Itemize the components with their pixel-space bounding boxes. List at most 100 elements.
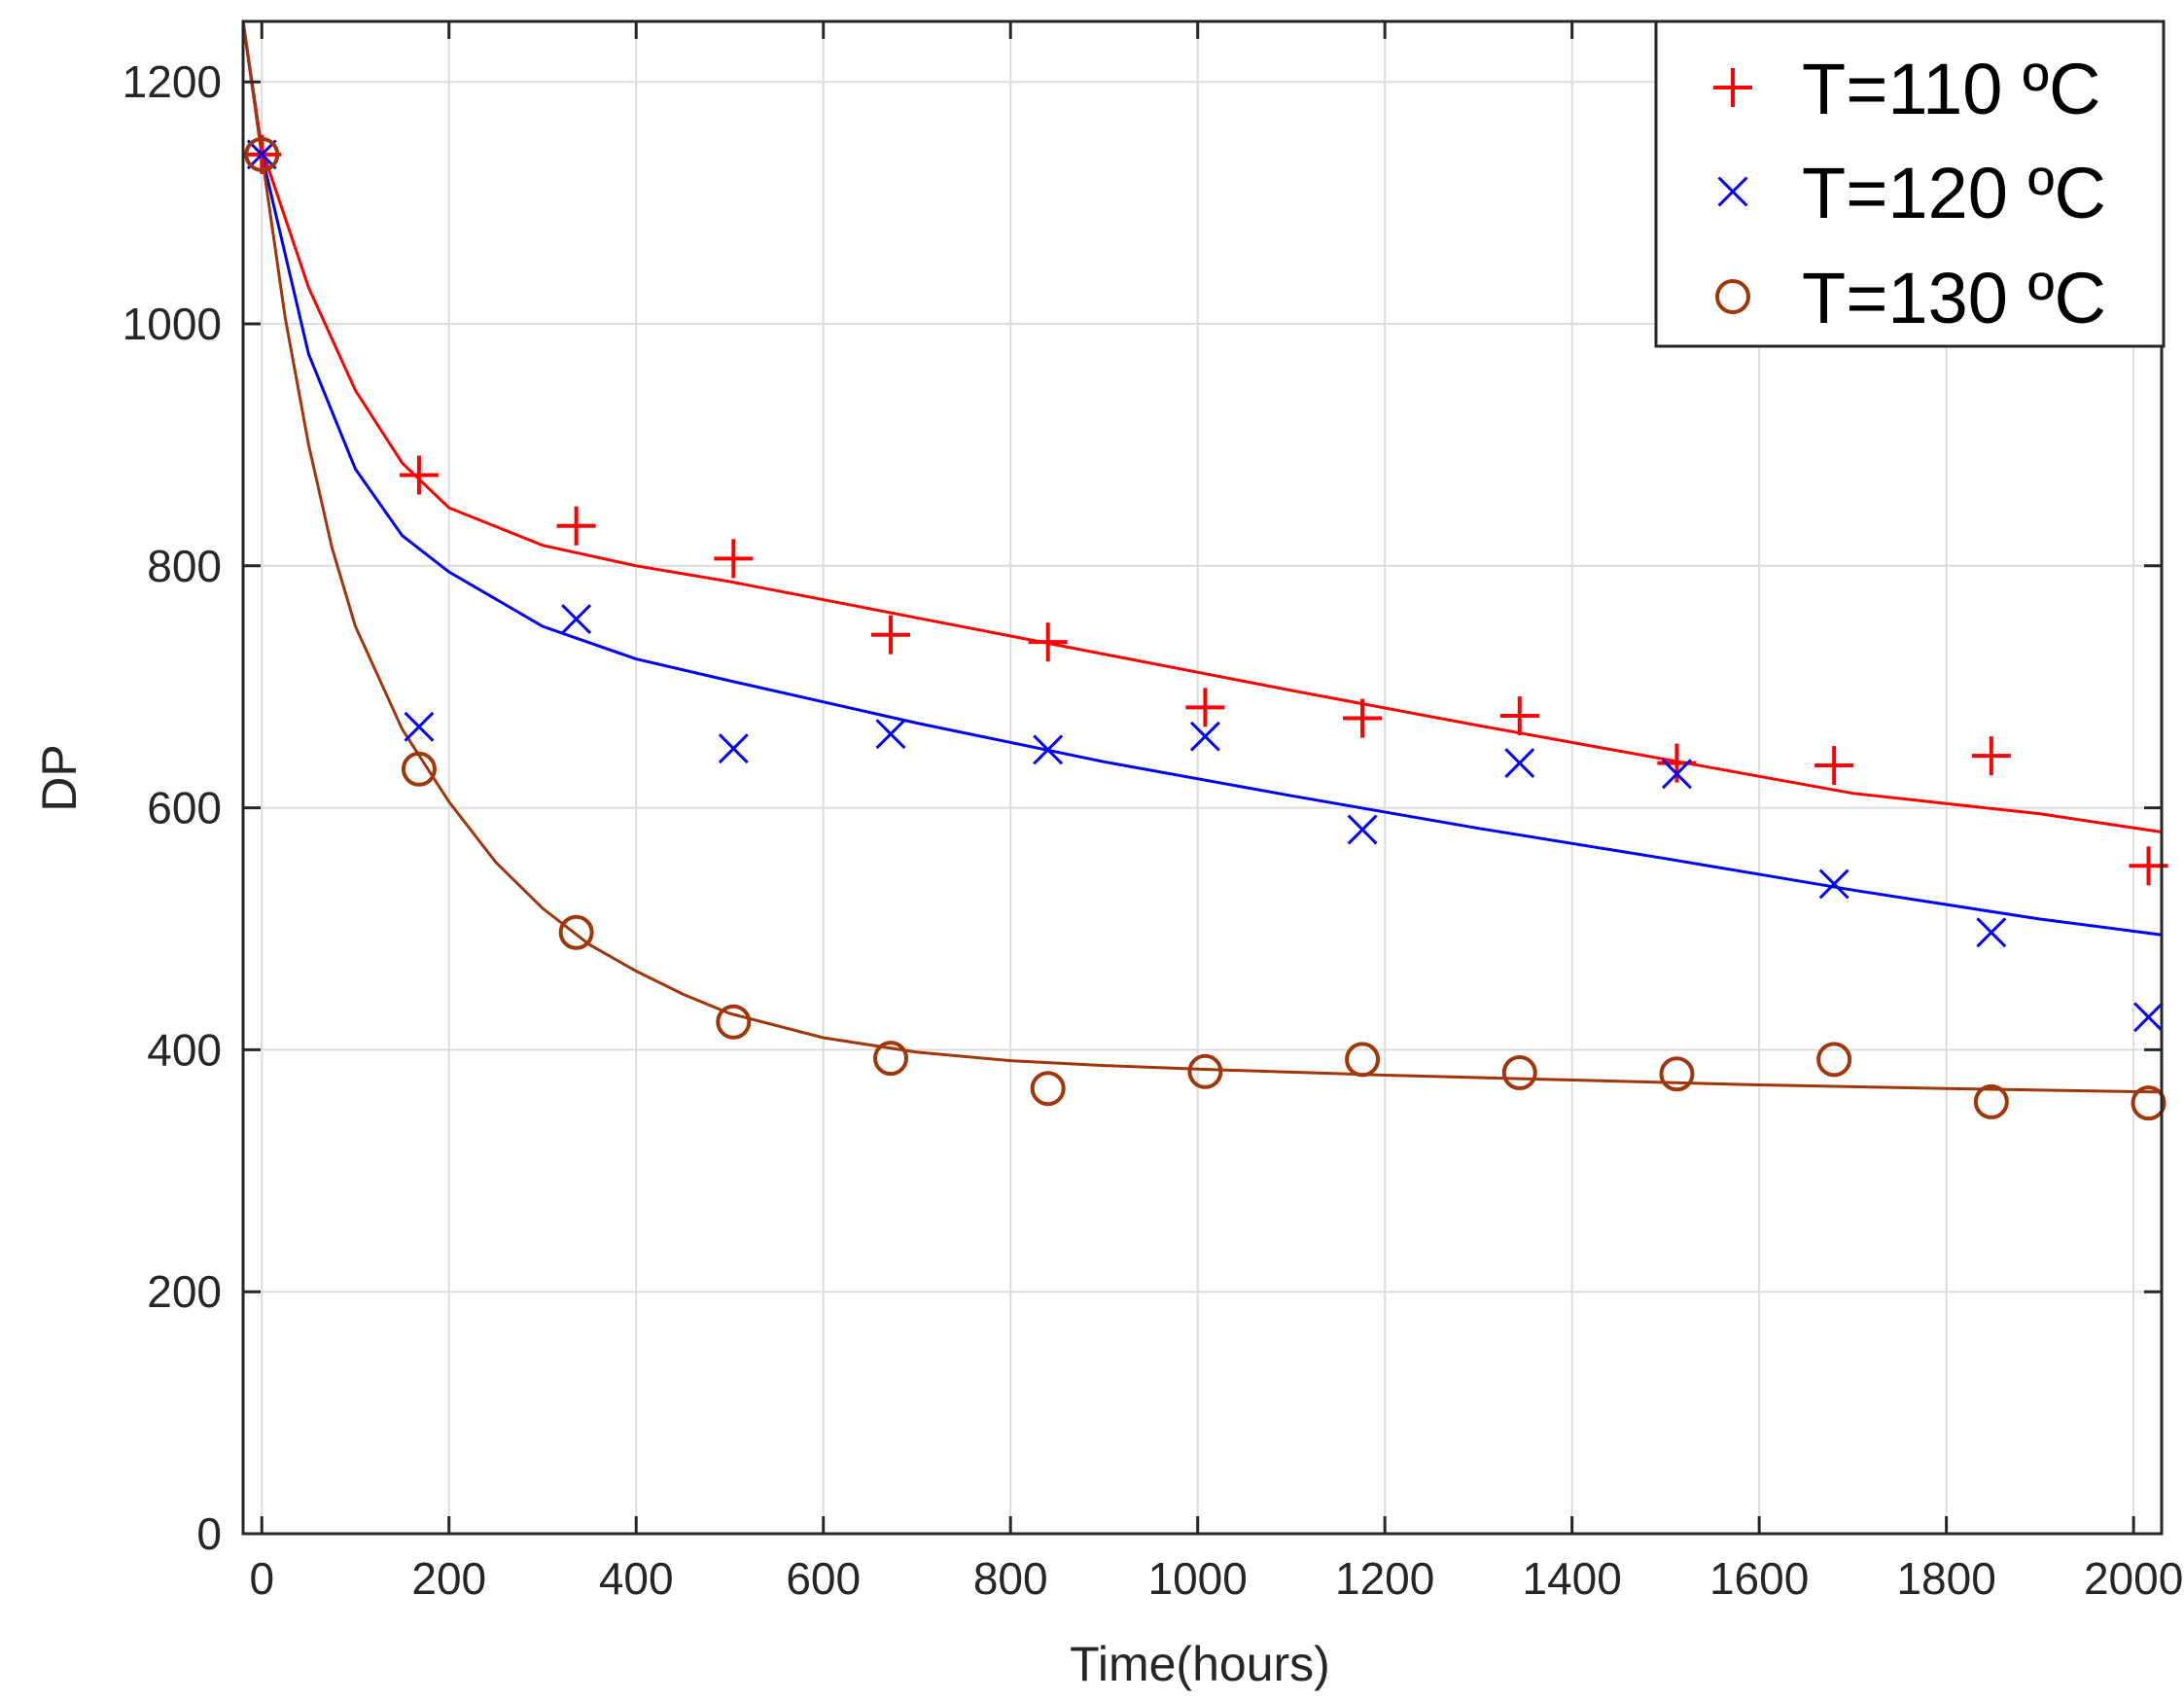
data-point-circle: [1816, 1042, 1852, 1078]
x-stroke-b: [1717, 176, 1748, 207]
legend-marker-circle: [1715, 279, 1750, 314]
circle-ring: [1030, 1071, 1066, 1107]
data-markers: [242, 134, 2168, 1121]
data-point-x: [404, 711, 435, 742]
x-tick-label: 800: [973, 1553, 1048, 1604]
circle-ring: [1715, 279, 1750, 314]
data-point-x: [561, 604, 592, 634]
data-point-circle: [716, 1004, 752, 1040]
y-tick-label: 1000: [123, 299, 222, 349]
data-point-x: [246, 139, 277, 170]
x-tick-label: 1800: [1896, 1553, 1995, 1604]
data-point-x: [718, 733, 749, 764]
x-tick-label: 200: [411, 1553, 486, 1604]
circle-ring: [1187, 1053, 1223, 1089]
x-stroke-b: [875, 719, 906, 750]
circle-ring: [716, 1004, 752, 1040]
y-axis-label: DP: [32, 744, 87, 811]
x-stroke-b: [1189, 721, 1220, 752]
circle-ring: [558, 914, 594, 950]
data-point-plus: [1814, 746, 1854, 786]
data-point-circle: [1501, 1055, 1537, 1091]
plot-frame: [241, 19, 2164, 1536]
fit-curves: [241, 20, 2163, 1094]
x-stroke-b: [1661, 759, 1692, 790]
circle-ring: [1345, 1042, 1381, 1078]
axis-ticks: 0 200 400 600 800 1000 1200 1400 1600 1800 2000 0 20…: [123, 21, 2183, 1604]
x-axis-label: Time(hours): [1070, 1637, 1330, 1691]
data-point-x: [1033, 734, 1064, 765]
data-point-plus: [714, 539, 754, 579]
data-point-x: [2133, 1002, 2164, 1033]
y-tick-label: 400: [147, 1024, 222, 1075]
x-stroke-b: [246, 139, 277, 170]
x-stroke-b: [1033, 734, 1064, 765]
data-point-plus: [1028, 622, 1068, 662]
x-tick-label: 0: [249, 1553, 274, 1604]
x-stroke-b: [2133, 1002, 2164, 1033]
data-point-plus: [1657, 743, 1697, 783]
data-point-circle: [1345, 1042, 1381, 1078]
x-tick-label: 1200: [1335, 1553, 1434, 1604]
x-tick-label: 1600: [1709, 1553, 1809, 1604]
data-point-x: [1661, 759, 1692, 790]
circle-ring: [401, 751, 437, 787]
data-point-x: [1189, 721, 1220, 752]
fit-curve-plus: [241, 20, 2163, 833]
data-point-circle: [1973, 1083, 2009, 1119]
circle-ring: [873, 1041, 909, 1077]
circle-ring: [244, 136, 280, 172]
legend-marker-x: [1717, 176, 1748, 207]
x-tick-label: 600: [786, 1553, 861, 1604]
circle-ring: [2131, 1085, 2166, 1121]
x-stroke-b: [718, 733, 749, 764]
data-point-circle: [1187, 1053, 1223, 1089]
circle-ring: [1659, 1056, 1695, 1092]
y-tick-label: 800: [147, 541, 222, 591]
data-point-circle: [558, 914, 594, 950]
x-stroke-b: [561, 604, 592, 634]
data-point-circle: [1030, 1071, 1066, 1107]
data-point-plus: [1971, 736, 2011, 776]
legend-label-circle: T=130 ºC: [1802, 258, 2106, 338]
y-tick-label: 200: [147, 1266, 222, 1317]
data-point-plus: [1499, 696, 1539, 736]
legend-label-plus: T=110 ºC: [1802, 49, 2100, 129]
x-stroke-b: [1504, 748, 1535, 779]
data-point-circle: [401, 751, 437, 787]
data-point-x: [1976, 917, 2007, 948]
data-point-x: [1504, 748, 1535, 779]
x-tick-label: 1000: [1148, 1553, 1248, 1604]
data-point-circle: [244, 136, 280, 172]
x-stroke-b: [1347, 814, 1378, 845]
fit-curve-x: [241, 20, 2163, 937]
x-stroke-b: [1976, 917, 2007, 948]
x-tick-label: 2000: [2084, 1553, 2183, 1604]
data-point-x: [875, 719, 906, 750]
data-point-circle: [1659, 1056, 1695, 1092]
fit-curve-circle: [241, 20, 2163, 1094]
data-point-plus: [1343, 698, 1383, 738]
data-point-plus: [399, 455, 439, 495]
x-stroke-b: [1818, 868, 1849, 900]
data-point-x: [1347, 814, 1378, 845]
y-tick-label: 600: [147, 783, 222, 833]
legend-label-x: T=120 ºC: [1802, 153, 2106, 233]
data-point-plus: [871, 615, 911, 655]
circle-ring: [1973, 1083, 2009, 1119]
data-point-plus: [556, 506, 596, 546]
x-tick-label: 400: [599, 1553, 674, 1604]
legend-marker-plus: [1713, 68, 1752, 107]
data-point-circle: [873, 1041, 909, 1077]
data-point-x: [1818, 868, 1849, 900]
x-stroke-b: [404, 711, 435, 742]
data-point-plus: [1185, 688, 1225, 727]
x-tick-label: 1400: [1522, 1553, 1621, 1604]
data-point-circle: [2131, 1085, 2166, 1121]
legend: T=110 ºC T=120 ºC T=130 ºC: [1654, 19, 2166, 348]
circle-ring: [1816, 1042, 1852, 1078]
y-tick-label: 1200: [123, 56, 222, 107]
circle-ring: [1501, 1055, 1537, 1091]
y-tick-label: 0: [196, 1508, 222, 1559]
